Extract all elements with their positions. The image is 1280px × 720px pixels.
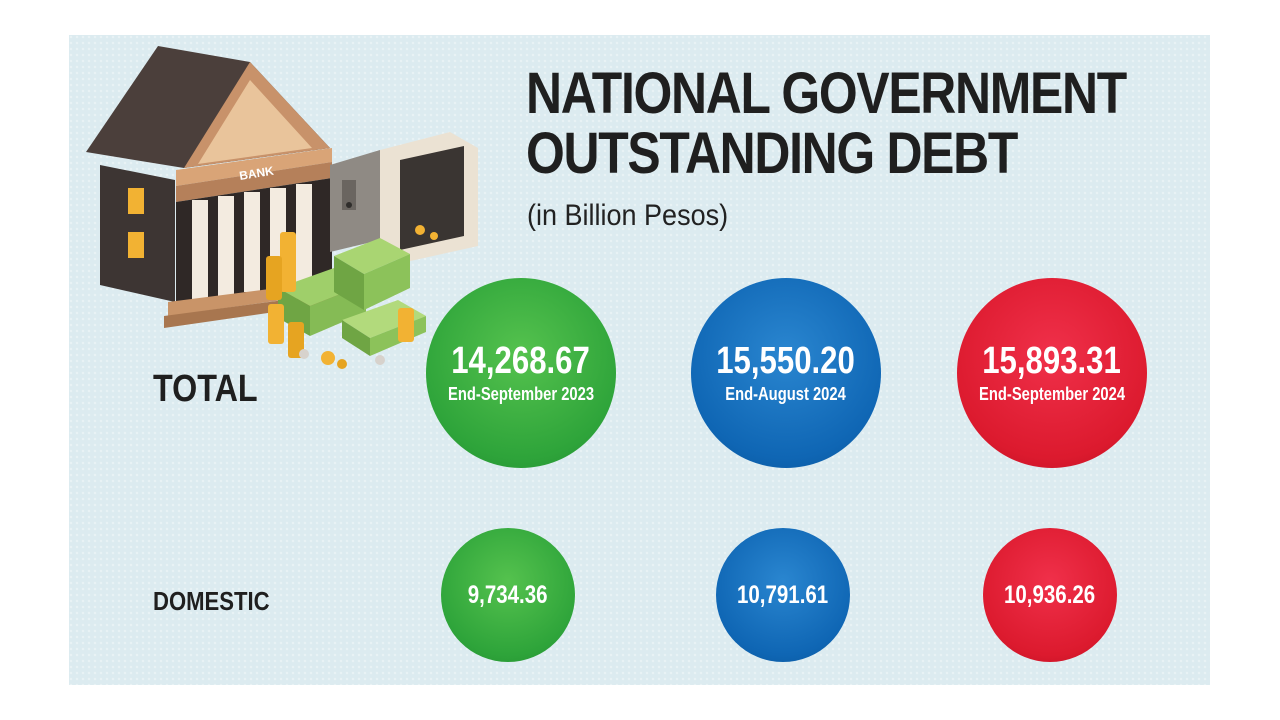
- period-label-sep-2023: End-September 2023: [447, 384, 595, 404]
- row-label-domestic: DOMESTIC: [153, 586, 270, 616]
- total-value-sep-2023: 14,268.67: [451, 340, 591, 382]
- period-label-sep-2024: End-September 2024: [978, 384, 1126, 404]
- period-label-aug-2024: End-August 2024: [725, 384, 847, 404]
- bank-illustration: BANK: [86, 46, 478, 369]
- title-line-1: NATIONAL GOVERNMENT: [526, 61, 1127, 126]
- total-value-aug-2024: 15,550.20: [716, 340, 856, 382]
- chart-subtitle: (in Billion Pesos): [527, 199, 729, 232]
- total-circle-sep-2024: 15,893.31 End-September 2024: [957, 278, 1147, 468]
- chart-title: NATIONAL GOVERNMENT OUTSTANDING DEBT: [526, 61, 1127, 186]
- row-label-total: TOTAL: [153, 368, 258, 410]
- total-value-sep-2024: 15,893.31: [982, 340, 1122, 382]
- bank-building-icon: BANK: [86, 46, 344, 328]
- coins-icon: [266, 232, 414, 369]
- domestic-value-sep-2023: 9,734.36: [468, 580, 548, 609]
- open-safe-icon: [330, 132, 478, 262]
- domestic-value-sep-2024: 10,936.26: [1004, 580, 1096, 609]
- bank-sign: BANK: [238, 164, 275, 183]
- domestic-value-aug-2024: 10,791.61: [737, 580, 829, 609]
- domestic-circle-sep-2023: 9,734.36: [441, 528, 575, 662]
- total-circle-sep-2023: 14,268.67 End-September 2023: [426, 278, 616, 468]
- title-line-2: OUTSTANDING DEBT: [526, 121, 1018, 186]
- domestic-circle-aug-2024: 10,791.61: [716, 528, 850, 662]
- domestic-circle-sep-2024: 10,936.26: [983, 528, 1117, 662]
- total-circle-aug-2024: 15,550.20 End-August 2024: [691, 278, 881, 468]
